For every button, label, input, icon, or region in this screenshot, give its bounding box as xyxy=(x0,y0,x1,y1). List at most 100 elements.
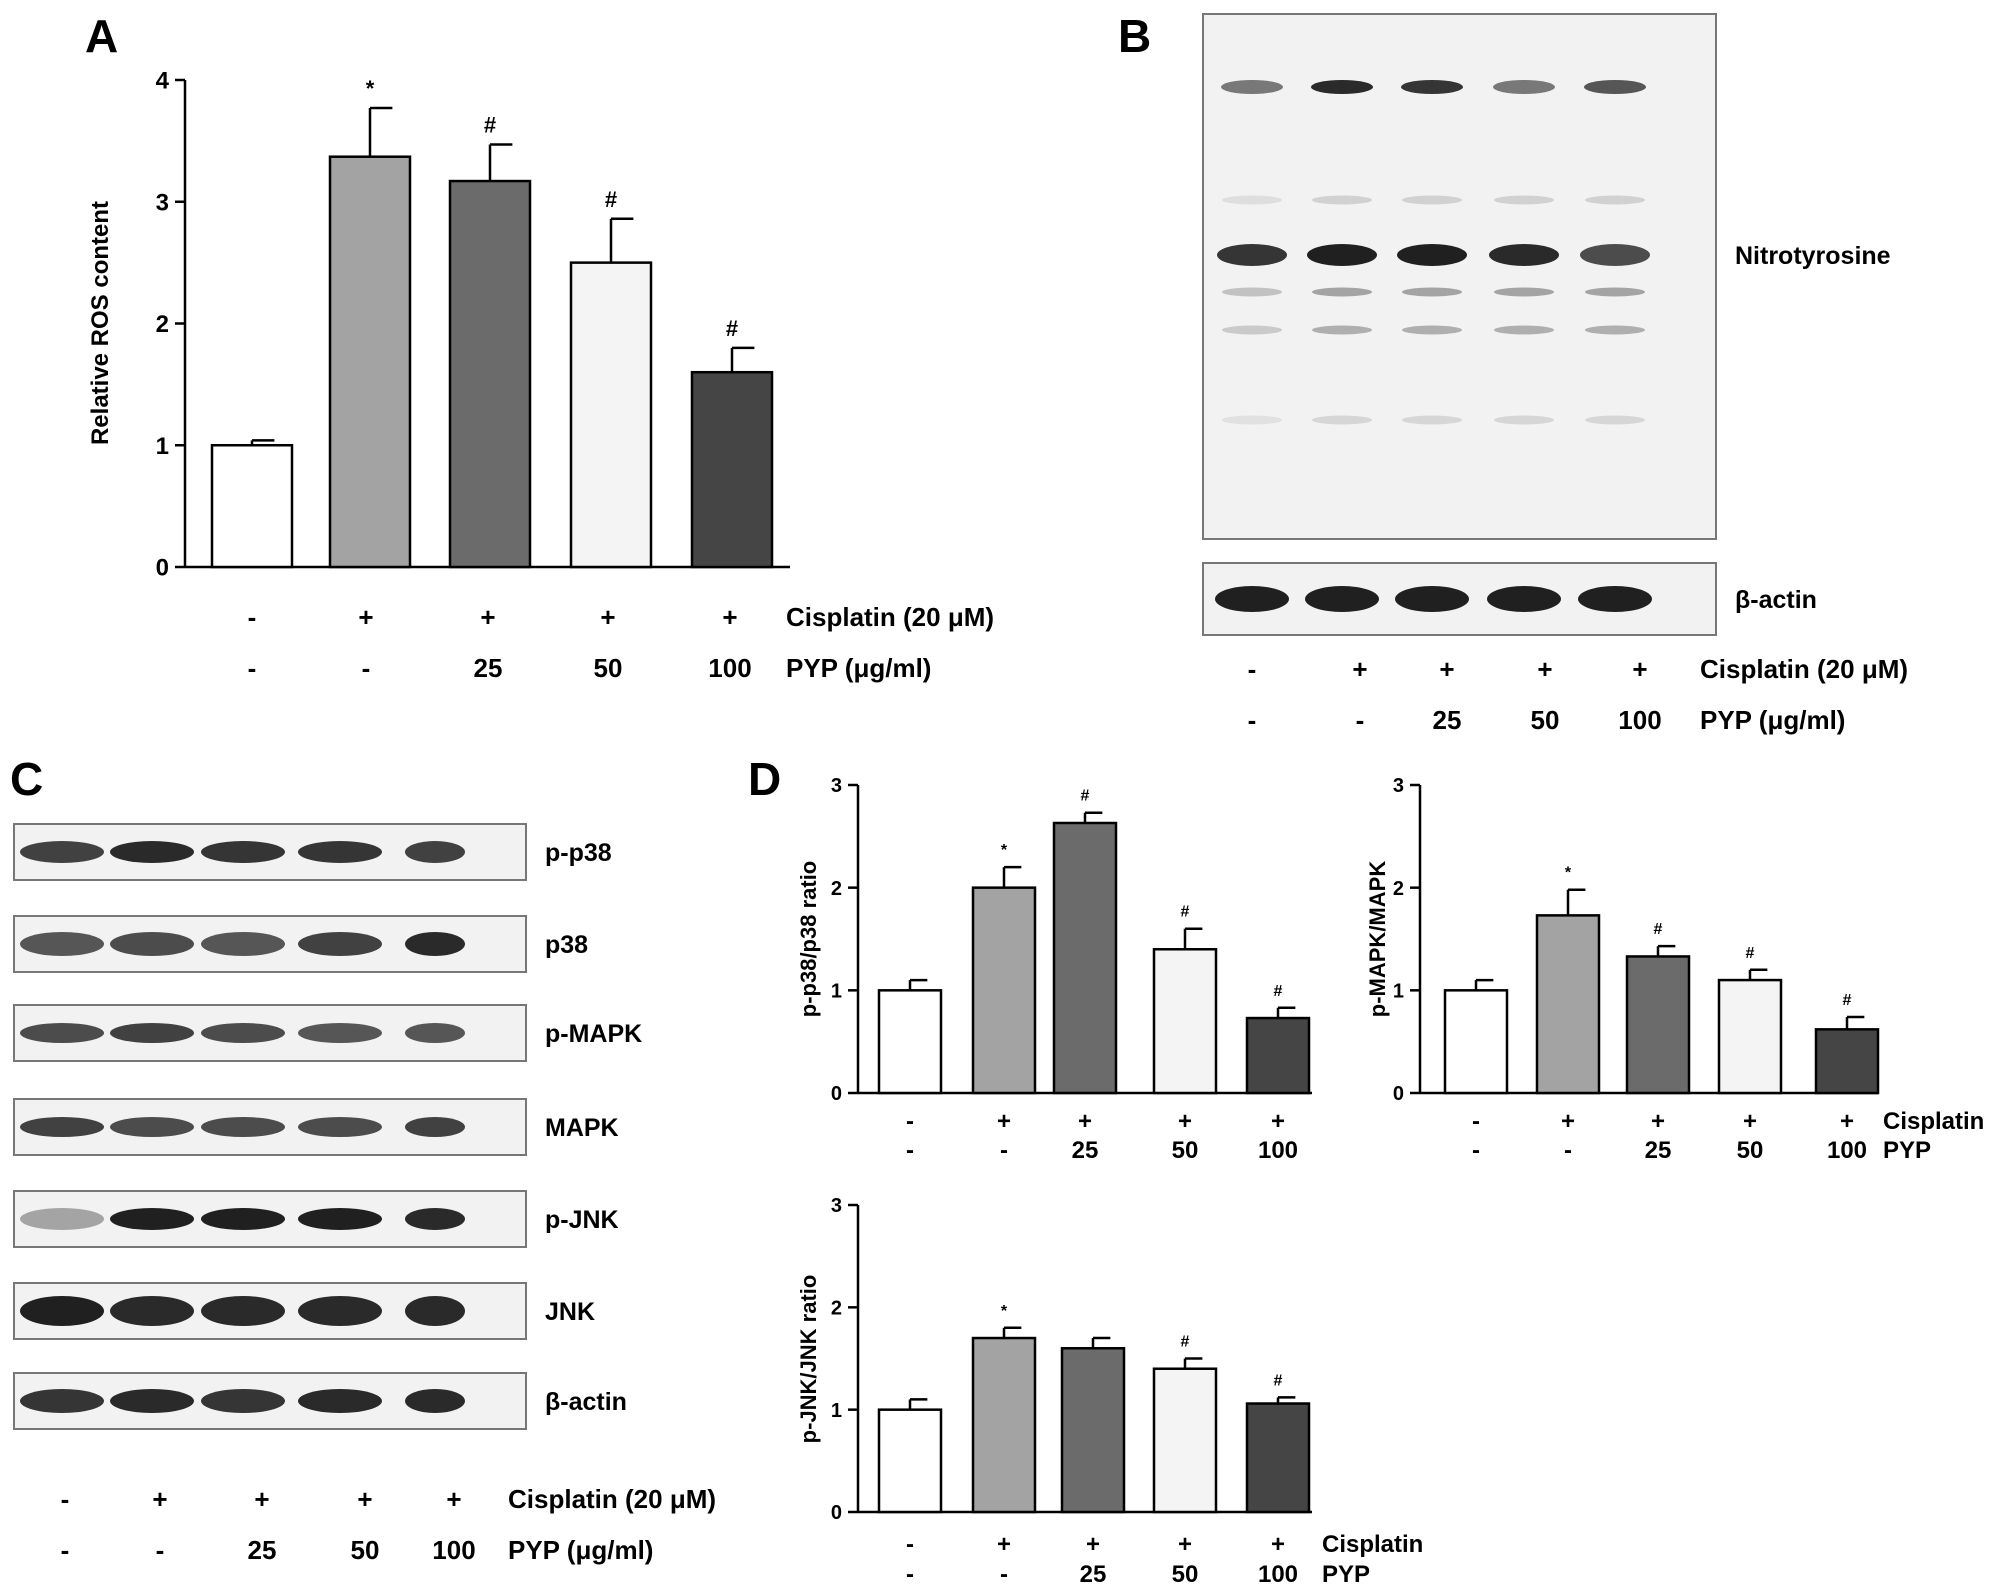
protein-band xyxy=(1307,244,1377,266)
protein-band xyxy=(20,932,104,956)
protein-band xyxy=(1585,415,1645,425)
protein-band xyxy=(1305,586,1379,612)
panel-label-b: B xyxy=(1118,10,1151,62)
protein-band xyxy=(1395,586,1469,612)
protein-band xyxy=(298,1117,382,1137)
blot-label: JNK xyxy=(545,1298,595,1326)
protein-band xyxy=(201,841,285,863)
pyp-label: PYP (μg/ml) xyxy=(1700,705,1845,735)
y-axis-label: p-MAPK/MAPK xyxy=(1365,861,1390,1018)
y-tick-label: 0 xyxy=(831,1502,842,1524)
protein-band xyxy=(298,1296,382,1326)
bar xyxy=(1245,1402,1311,1514)
significance-marker: # xyxy=(1081,788,1090,805)
y-tick-label: 4 xyxy=(156,68,170,95)
pyp-dose: 50 xyxy=(1172,1137,1199,1164)
protein-band xyxy=(298,1208,382,1230)
protein-band xyxy=(1222,287,1282,297)
cisplatin-sign: + xyxy=(446,1484,461,1514)
cisplatin-sign: + xyxy=(1271,1531,1285,1558)
pyp-dose: 25 xyxy=(474,653,503,683)
pyp-dose: 100 xyxy=(1827,1137,1867,1164)
pyp-dose: 25 xyxy=(1080,1561,1107,1588)
cisplatin-sign: - xyxy=(61,1484,70,1514)
protein-band xyxy=(1585,287,1645,297)
cisplatin-sign: + xyxy=(1651,1108,1665,1135)
protein-band xyxy=(1401,80,1463,94)
cisplatin-sign: + xyxy=(1078,1108,1092,1135)
protein-band xyxy=(110,1023,194,1043)
panel-label-a: A xyxy=(85,10,118,62)
bar xyxy=(1152,948,1218,1095)
cisplatin-sign: + xyxy=(1743,1108,1757,1135)
blot-label: MAPK xyxy=(545,1114,619,1142)
protein-band xyxy=(298,841,382,863)
bar xyxy=(877,1408,943,1514)
cisplatin-sign: + xyxy=(1352,654,1367,684)
protein-band xyxy=(1222,415,1282,425)
cisplatin-sign: - xyxy=(906,1108,914,1135)
protein-band xyxy=(110,1296,194,1326)
pyp-dose: 100 xyxy=(432,1535,475,1565)
protein-band xyxy=(1312,287,1372,297)
blot-label: p-p38 xyxy=(545,839,612,867)
protein-band xyxy=(405,1023,465,1043)
pyp-dose: 50 xyxy=(351,1535,380,1565)
protein-band xyxy=(405,1296,465,1326)
significance-marker: * xyxy=(1001,1303,1008,1320)
blot-label: p38 xyxy=(545,931,588,959)
protein-band xyxy=(1493,80,1555,94)
protein-band xyxy=(1311,80,1373,94)
cisplatin-sign: + xyxy=(1561,1108,1575,1135)
cisplatin-sign: + xyxy=(1271,1108,1285,1135)
y-tick-label: 2 xyxy=(1393,878,1404,900)
protein-band xyxy=(20,1389,104,1413)
protein-band xyxy=(1217,244,1287,266)
cisplatin-sign: + xyxy=(1178,1108,1192,1135)
bar xyxy=(1443,989,1509,1095)
bar xyxy=(448,179,532,569)
y-tick-label: 2 xyxy=(831,1298,842,1320)
pyp-dose: 25 xyxy=(1433,705,1462,735)
protein-band xyxy=(201,1117,285,1137)
cisplatin-sign: + xyxy=(357,1484,372,1514)
protein-band xyxy=(110,1117,194,1137)
y-tick-label: 0 xyxy=(1393,1083,1404,1105)
protein-band xyxy=(1221,80,1283,94)
y-axis-label: p-JNK/JNK ratio xyxy=(796,1275,821,1444)
cisplatin-sign: - xyxy=(906,1531,914,1558)
cisplatin-sign: - xyxy=(1472,1108,1480,1135)
pyp-dose: - xyxy=(1248,705,1257,735)
pyp-dose: - xyxy=(248,653,257,683)
cisplatin-sign: + xyxy=(997,1531,1011,1558)
significance-marker: # xyxy=(605,187,617,212)
cisplatin-sign: + xyxy=(480,602,495,632)
blot-label: β-actin xyxy=(1735,586,1817,614)
y-tick-label: 0 xyxy=(831,1083,842,1105)
protein-band xyxy=(1222,325,1282,335)
significance-marker: # xyxy=(726,316,738,341)
significance-marker: # xyxy=(1181,904,1190,921)
pyp-dose: - xyxy=(156,1535,165,1565)
cisplatin-sign: + xyxy=(1632,654,1647,684)
western-blot-b: Nitrotyrosine β-actin xyxy=(1202,13,1891,636)
protein-band xyxy=(1402,287,1462,297)
pyp-dose: 100 xyxy=(1258,1561,1298,1588)
y-axis-label: Relative ROS content xyxy=(87,201,114,445)
protein-band xyxy=(1312,325,1372,335)
cisplatin-sign: + xyxy=(1840,1108,1854,1135)
bar xyxy=(1717,978,1783,1095)
significance-marker: # xyxy=(1274,983,1283,1000)
pyp-dose: - xyxy=(1000,1137,1008,1164)
bar xyxy=(1625,955,1691,1095)
bar xyxy=(877,989,943,1095)
chart-p-jnk-ratio: 0 1 2 3 p-JNK/JNK ratio * # # xyxy=(796,1195,1312,1524)
bar xyxy=(328,155,412,569)
pyp-dose: - xyxy=(362,653,371,683)
cisplatin-sign: - xyxy=(248,602,257,632)
y-tick-label: 3 xyxy=(156,189,169,216)
y-tick-label: 1 xyxy=(831,981,842,1003)
protein-band xyxy=(405,841,465,863)
cisplatin-label: Cisplatin xyxy=(1883,1108,1984,1135)
